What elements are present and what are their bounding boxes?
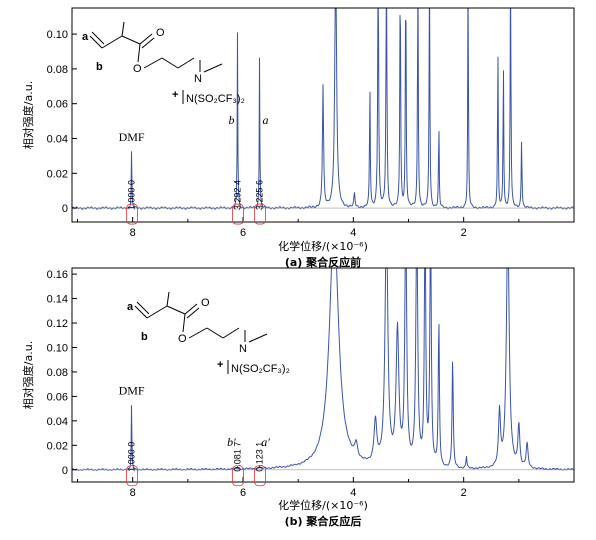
panel-caption: (b) 聚合反应后 [285,514,362,528]
plot-frame [71,267,575,483]
integral-label: 3.292 4 [232,180,242,210]
bond [188,327,208,339]
peak-label-a: a [263,113,269,127]
bond [134,305,148,319]
bond [206,327,224,339]
y-tick-label: 0 [62,203,68,215]
bond [146,305,168,319]
monomer-structure: O O N + N(SO₂CF₃)₂ a b [127,291,290,375]
x-axis-label: 化学位移/(×10⁻⁶) [278,239,368,253]
bond [222,327,240,339]
bond [121,35,141,45]
x-tick-label: 4 [350,227,356,239]
y-tick-label: 0.04 [47,133,68,145]
y-tick-label: 0.08 [47,367,68,379]
bond [166,305,186,315]
y-tick-label: 0.06 [47,99,68,111]
integral-box [232,465,244,487]
peak-label-b: b [228,113,234,127]
integral-label: 1.000 0 [127,442,137,472]
ester-oxygen: O [133,63,142,75]
bond [137,43,141,63]
counterion: N(SO₂CF₃)₂ [186,93,245,105]
ester-oxygen: O [178,333,187,345]
x-tick-label: 6 [240,487,246,499]
bond [177,57,195,69]
dmf-label: DMF [119,130,145,144]
integral-box [232,203,244,225]
integral-box [126,203,138,225]
panel-b: 8 6 4 2 0 0.02 0.04 0.06 0.08 0.10 0.12 0.14 0.16 相对强… [21,267,575,528]
spectrum-line [72,8,574,210]
dmf-label: DMF [119,384,145,398]
panel-caption: (a) 聚合反应前 [285,255,361,269]
bond [186,307,200,319]
y-tick-label: 0.14 [47,294,68,306]
monomer-structure: O O N + N(SO₂CF₃)₂ a b [82,21,245,105]
integral-label: 0.081 7 [232,442,242,472]
y-tick-label: 0.06 [47,391,68,403]
bond [101,35,123,49]
integral-box [254,465,266,487]
bond [136,301,150,315]
y-axis-label: 相对强度/a.u. [21,81,35,149]
bond [143,57,163,69]
integral-box [126,465,138,487]
y-tick-label: 0.02 [47,168,68,180]
bond [161,57,179,69]
integral-box [254,203,266,225]
y-tick-label: 0.04 [47,416,68,428]
integral-label: 0.123 1 [255,442,265,472]
structure-label-a: a [82,31,89,43]
bond [248,333,268,343]
structure-label-a: a [127,301,134,313]
x-tick-label: 2 [461,487,467,499]
x-axis-label: 化学位移/(×10⁻⁶) [278,498,368,512]
bond [89,35,103,49]
y-tick-label: 0 [62,465,68,477]
y-tick-label: 0.10 [47,29,68,41]
y-tick-label: 0.08 [47,64,68,76]
bond [91,31,105,45]
bond [184,303,198,315]
bond [166,291,170,307]
peak-label-a-prime: a′ [261,435,270,449]
carbonyl-oxygen: O [156,27,165,39]
x-tick-label: 8 [130,487,136,499]
counterion: N(SO₂CF₃)₂ [231,363,290,375]
y-tick-label: 0.16 [47,269,68,281]
plot-frame [71,7,575,223]
carbonyl-oxygen: O [201,297,210,309]
bond [121,21,125,37]
cation-charge: + [172,89,178,101]
structure-label-b: b [96,61,103,73]
x-tick-label: 4 [350,487,356,499]
x-tick-label: 2 [461,227,467,239]
ammonium-n: N [239,343,247,355]
y-tick-label: 0.02 [47,440,68,452]
bond [182,313,186,333]
panel-a: 8 6 4 2 0 0.02 0.04 0.06 0.08 0.10 相对强度/a.u. 化学位移/(… [21,7,575,269]
bond [139,33,153,45]
integral-label: 1.000 0 [127,180,137,210]
integral-label: 3.225 6 [255,180,265,210]
structure-label-b: b [141,331,148,343]
ammonium-n: N [194,73,202,85]
y-tick-label: 0.10 [47,342,68,354]
x-tick-label: 8 [130,227,136,239]
bond [141,37,155,49]
y-axis-label: 相对强度/a.u. [21,341,35,409]
y-tick-label: 0.12 [47,318,68,330]
x-tick-label: 6 [240,227,246,239]
peak-label-b-prime: b′ [227,435,236,449]
bond [203,63,223,73]
cation-charge: + [217,359,223,371]
